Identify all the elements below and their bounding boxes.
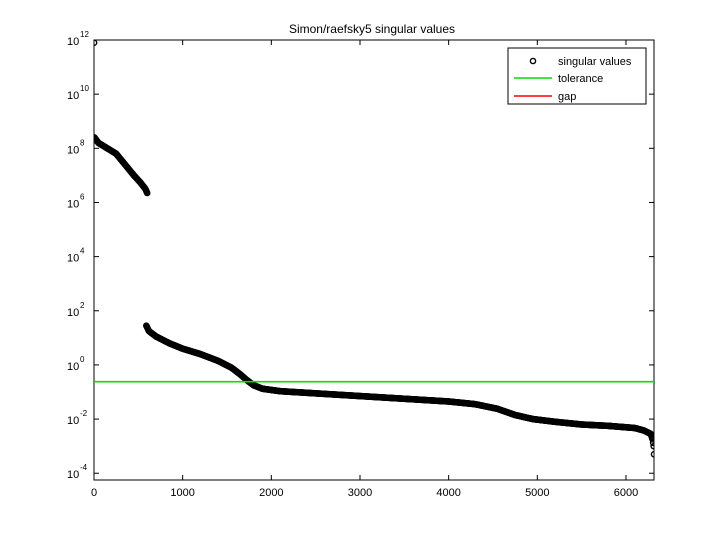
series-layer [94, 40, 654, 458]
singular-value-point [649, 436, 654, 443]
y-tick-exponent: 8 [80, 138, 85, 147]
y-tick-label: 10 [67, 36, 79, 48]
x-axis: 0 1000 2000 3000 4000 5000 6000 [91, 40, 638, 499]
legend-label-gap: gap [558, 91, 576, 103]
legend: singular values tolerance gap [507, 47, 647, 105]
y-tick-label: 10 [67, 90, 79, 102]
y-tick-exponent: -4 [80, 463, 88, 472]
legend-marker-singular-values [529, 57, 537, 65]
singular-value-point [143, 189, 151, 197]
y-tick-label: 10 [67, 307, 79, 319]
chart-title: Simon/raefsky5 singular values [289, 22, 455, 36]
y-tick-label: 10 [67, 144, 79, 156]
plot-frame [93, 39, 655, 481]
y-tick-label: 10 [67, 198, 79, 210]
legend-box [507, 47, 647, 105]
y-tick-exponent: 6 [80, 192, 85, 201]
y-tick-label: 10 [67, 469, 79, 481]
y-tick-exponent: -2 [80, 409, 88, 418]
y-tick-label: 10 [67, 361, 79, 373]
x-tick-label: 5000 [525, 487, 549, 499]
y-tick-exponent: 10 [80, 84, 89, 93]
legend-label-tolerance: tolerance [558, 73, 603, 85]
x-tick-label: 6000 [614, 487, 638, 499]
x-tick-label: 4000 [436, 487, 460, 499]
singular-value-point [649, 439, 654, 447]
legend-label-singular-values: singular values [558, 56, 632, 68]
y-tick-label: 10 [67, 415, 79, 427]
x-tick-label: 3000 [348, 487, 372, 499]
x-tick-label: 0 [91, 487, 97, 499]
singular-value-point [650, 442, 654, 450]
x-tick-label: 2000 [259, 487, 283, 499]
y-tick-label: 10 [67, 253, 79, 265]
x-tick-label: 1000 [170, 487, 194, 499]
singular-value-point [94, 40, 98, 47]
y-tick-exponent: 12 [80, 30, 89, 39]
y-tick-exponent: 0 [80, 355, 85, 364]
singular-value-point [648, 433, 654, 440]
singular-value-point [650, 450, 654, 458]
y-tick-exponent: 2 [80, 301, 85, 310]
y-tick-exponent: 4 [80, 247, 85, 256]
